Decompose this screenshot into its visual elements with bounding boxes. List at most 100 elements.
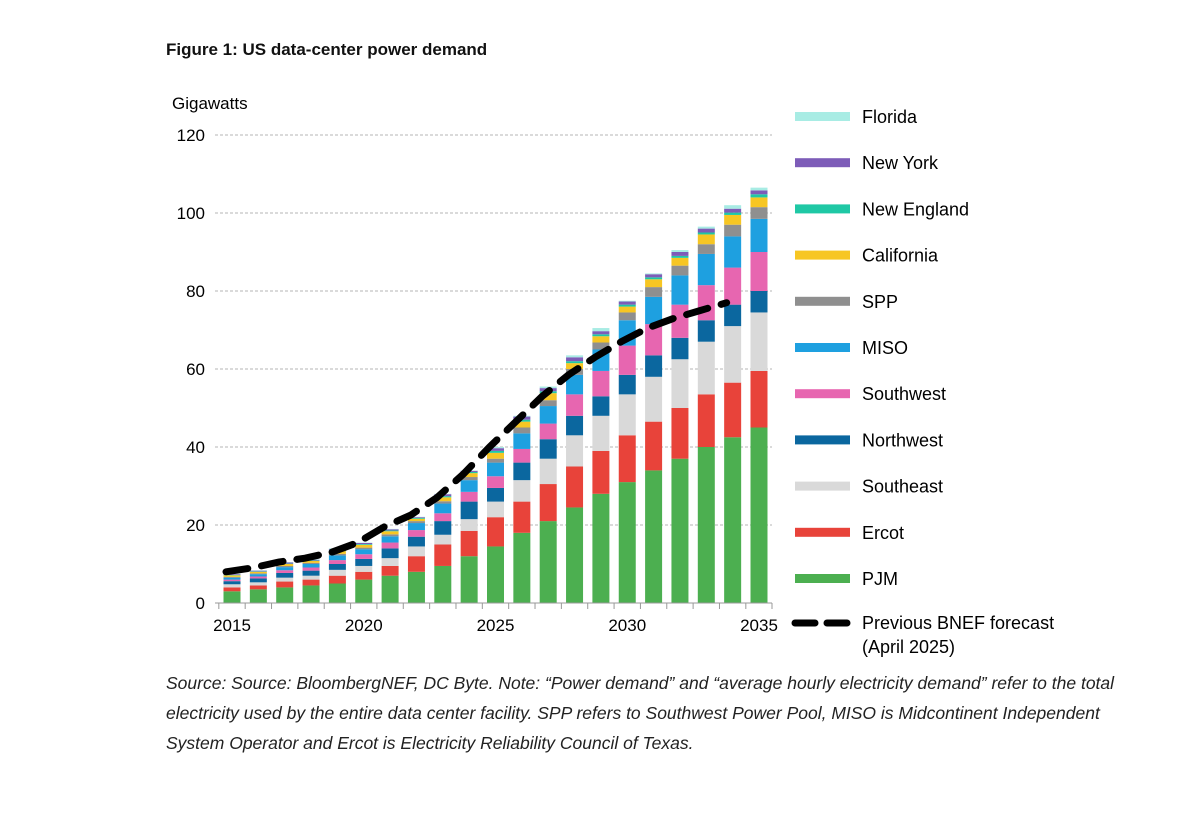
bar-california bbox=[592, 336, 610, 343]
bar-pjm bbox=[434, 565, 452, 603]
chart-title: Figure 1: US data-center power demand bbox=[166, 40, 488, 59]
bar-new-york bbox=[223, 574, 241, 575]
bar-spp bbox=[355, 547, 373, 550]
bar-pjm bbox=[407, 571, 425, 603]
bar-ercot bbox=[750, 370, 768, 428]
bar-southeast bbox=[513, 480, 531, 502]
bar-miso bbox=[645, 296, 663, 325]
bar-miso bbox=[407, 523, 425, 531]
x-tick-label: 2015 bbox=[213, 616, 251, 635]
bar-california bbox=[381, 531, 399, 535]
bar-california bbox=[513, 421, 531, 428]
legend-label: Florida bbox=[862, 107, 918, 127]
legend-swatch bbox=[795, 481, 850, 491]
bar-ercot bbox=[592, 450, 610, 494]
bar-northwest bbox=[618, 374, 636, 395]
bar-spp bbox=[276, 565, 294, 568]
bar-southwest bbox=[697, 285, 715, 321]
legend-label: New York bbox=[862, 153, 939, 173]
bar-northwest bbox=[460, 501, 478, 520]
bar-pjm bbox=[724, 437, 742, 603]
bar-florida bbox=[671, 250, 689, 252]
bar-southeast bbox=[618, 394, 636, 436]
bar-northwest bbox=[302, 570, 320, 576]
bar-new-york bbox=[618, 301, 636, 305]
bar-new-england bbox=[671, 255, 689, 258]
bar-northwest bbox=[276, 572, 294, 578]
bar-spp bbox=[724, 224, 742, 237]
bar-pjm bbox=[223, 591, 241, 603]
bar-california bbox=[618, 306, 636, 313]
bar-spp bbox=[645, 287, 663, 297]
bar-florida bbox=[566, 355, 584, 358]
bar-new-england bbox=[697, 232, 715, 235]
legend-label: Southeast bbox=[862, 477, 943, 497]
legend-label: Previous BNEF forecast bbox=[862, 613, 1054, 633]
bar-new-york bbox=[407, 517, 425, 518]
bar-miso bbox=[460, 480, 478, 492]
y-tick-label: 40 bbox=[186, 438, 205, 457]
bar-pjm bbox=[697, 447, 715, 603]
bar-california bbox=[249, 571, 267, 574]
bar-california bbox=[539, 393, 557, 401]
bar-southwest bbox=[513, 448, 531, 463]
bar-northwest bbox=[671, 337, 689, 360]
bar-southeast bbox=[645, 376, 663, 422]
bar-ercot bbox=[724, 382, 742, 438]
bar-miso bbox=[223, 577, 241, 580]
bar-southeast bbox=[697, 341, 715, 395]
bar-ercot bbox=[302, 579, 320, 586]
bar-northwest bbox=[592, 396, 610, 416]
legend-label: SPP bbox=[862, 292, 898, 312]
bar-spp bbox=[697, 244, 715, 254]
bar-northwest bbox=[513, 462, 531, 481]
bar-miso bbox=[671, 275, 689, 305]
bar-northwest bbox=[697, 320, 715, 342]
bar-northwest bbox=[645, 355, 663, 377]
bar-new-england bbox=[407, 517, 425, 519]
bar-new-york bbox=[724, 208, 742, 213]
bar-ercot bbox=[460, 530, 478, 557]
legend-swatch bbox=[795, 527, 850, 537]
bar-miso bbox=[276, 567, 294, 571]
bar-spp bbox=[592, 342, 610, 350]
bar-spp bbox=[539, 400, 557, 407]
y-tick-label: 120 bbox=[177, 126, 205, 145]
bar-new-york bbox=[645, 274, 663, 278]
legend-swatch bbox=[795, 296, 850, 306]
y-tick-label: 20 bbox=[186, 516, 205, 535]
bar-ercot bbox=[328, 575, 346, 584]
bar-southeast bbox=[750, 312, 768, 371]
bar-pjm bbox=[566, 507, 584, 603]
bar-southeast bbox=[460, 519, 478, 531]
bar-northwest bbox=[434, 521, 452, 535]
bar-spp bbox=[750, 207, 768, 219]
bar-pjm bbox=[328, 583, 346, 603]
bar-pjm bbox=[460, 556, 478, 603]
bar-southwest bbox=[460, 491, 478, 502]
bar-miso bbox=[355, 549, 373, 555]
bar-southwest bbox=[750, 252, 768, 291]
bar-miso bbox=[566, 374, 584, 395]
bar-new-england bbox=[381, 530, 399, 532]
bar-new-york bbox=[671, 252, 689, 256]
bar-pjm bbox=[355, 579, 373, 603]
bar-southwest bbox=[487, 476, 504, 488]
bar-southeast bbox=[724, 326, 742, 383]
legend-swatch bbox=[795, 343, 850, 352]
bar-southwest bbox=[434, 513, 452, 522]
bar-ercot bbox=[618, 435, 636, 483]
bar-pjm bbox=[750, 427, 768, 603]
bar-miso bbox=[724, 236, 742, 268]
previous-forecast-line bbox=[222, 299, 731, 576]
bar-miso bbox=[487, 462, 504, 477]
bar-spp bbox=[302, 562, 320, 564]
bar-southeast bbox=[592, 415, 610, 451]
bar-southeast bbox=[328, 569, 346, 576]
bar-southwest bbox=[592, 370, 610, 397]
bar-ercot bbox=[223, 587, 241, 592]
bar-ercot bbox=[276, 581, 294, 588]
x-tick-label: 2020 bbox=[345, 616, 383, 635]
bar-northwest bbox=[223, 581, 241, 585]
